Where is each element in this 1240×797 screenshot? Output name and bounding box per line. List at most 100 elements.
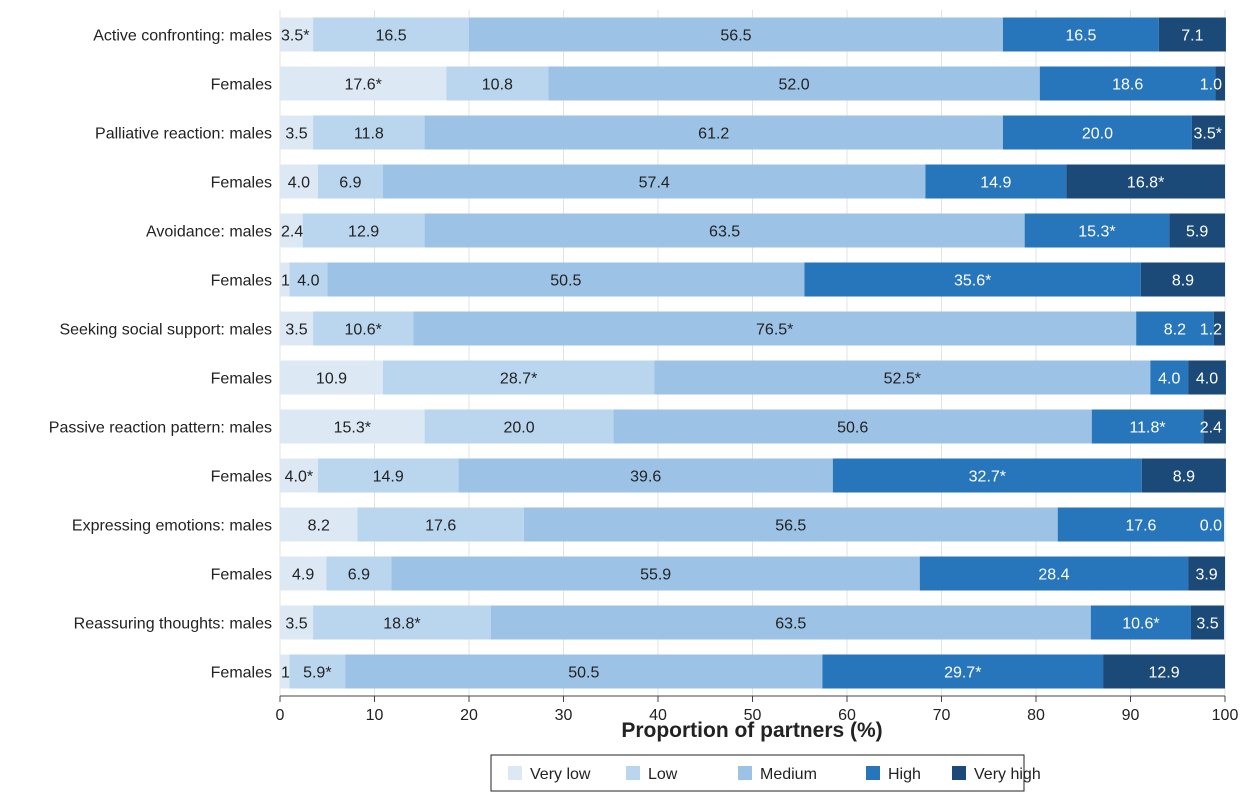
bar-value-label: 4.9 xyxy=(292,567,314,584)
legend-label-medium: Medium xyxy=(760,766,817,783)
bar-value-label: 18.6 xyxy=(1112,77,1143,94)
category-label: Females xyxy=(211,175,272,192)
bar-value-label: 57.4 xyxy=(639,175,670,192)
x-tick-label: 60 xyxy=(838,707,856,724)
bar-value-label: 2.4 xyxy=(281,224,303,241)
bar-segment-high xyxy=(804,262,1141,297)
bar-value-label: 18.8* xyxy=(383,616,420,633)
bar-value-label: 11.8* xyxy=(1129,420,1165,437)
bar-segment-medium xyxy=(413,311,1137,346)
category-label: Passive reaction pattern: males xyxy=(49,420,272,437)
bar-value-label: 5.9 xyxy=(1186,224,1208,241)
x-tick-label: 20 xyxy=(460,707,478,724)
bar-segment-very-high xyxy=(1103,654,1225,689)
category-label: Palliative reaction: males xyxy=(95,126,272,143)
gridlines xyxy=(279,10,1226,696)
category-label: Females xyxy=(211,77,272,94)
bar-segment-very-low xyxy=(280,66,447,101)
bar-segment-low xyxy=(446,66,549,101)
x-tick-label: 70 xyxy=(933,707,951,724)
bar-value-label: 50.5 xyxy=(568,665,599,682)
bar-segment-very-low xyxy=(280,458,318,493)
category-label: Females xyxy=(211,567,272,584)
legend-label-high: High xyxy=(888,766,921,783)
bar-segment-low xyxy=(313,311,414,346)
bar-value-label: 3.5* xyxy=(1194,126,1222,143)
bar-value-label: 7.1 xyxy=(1181,28,1203,45)
bar-value-label: 17.6 xyxy=(425,518,456,535)
bar-segment-low xyxy=(326,556,392,591)
bar-value-label: 4.0 xyxy=(288,175,310,192)
bar-segment-low xyxy=(313,605,491,640)
bar-value-label: 6.9 xyxy=(339,175,361,192)
bar-value-label: 15.3* xyxy=(1078,224,1115,241)
category-label: Females xyxy=(211,273,272,290)
bar-segment-very-high xyxy=(1158,17,1226,52)
category-label: Avoidance: males xyxy=(146,224,272,241)
x-axis: Proportion of partners (%) 0 10 20 30 40 50 60… xyxy=(276,695,1239,742)
bar-segment-medium xyxy=(345,654,823,689)
bar-value-label: 63.5 xyxy=(775,616,806,633)
bar-value-label: 17.6* xyxy=(344,77,381,94)
bar-value-label: 3.5* xyxy=(281,28,309,45)
bar-value-label: 32.7* xyxy=(969,469,1006,486)
category-label: Females xyxy=(211,665,272,682)
bar-segment-high xyxy=(1150,360,1189,395)
bar-value-label: 10.6* xyxy=(1122,616,1159,633)
bar-value-label: 50.5 xyxy=(550,273,581,290)
category-labels: Active confronting: males Females Palliati… xyxy=(49,28,272,682)
bar-segment-high xyxy=(925,164,1067,199)
bar-segment-very-high xyxy=(1188,360,1226,395)
x-axis-title: Proportion of partners (%) xyxy=(621,719,882,742)
bar-value-label: 16.5 xyxy=(375,28,406,45)
bar-segment-low xyxy=(357,507,524,542)
bar-value-label: 4.0* xyxy=(285,469,313,486)
x-tick-label: 100 xyxy=(1212,707,1239,724)
bar-segment-medium xyxy=(654,360,1151,395)
bar-value-label: 35.6* xyxy=(954,273,991,290)
bar-value-label: 63.5 xyxy=(709,224,740,241)
bar-segment-low xyxy=(317,164,384,199)
bar-segment-high xyxy=(1057,507,1225,542)
bar-value-label: 6.9 xyxy=(348,567,370,584)
x-tick-label: 10 xyxy=(366,707,384,724)
bar-segment-medium xyxy=(548,66,1040,101)
x-tick-label: 30 xyxy=(555,707,573,724)
bar-value-label: 14.9 xyxy=(373,469,404,486)
bar-segment-very-low xyxy=(280,17,314,52)
bar-segment-high xyxy=(1091,409,1204,444)
bar-segment-very-high xyxy=(1066,164,1225,199)
category-label: Active confronting: males xyxy=(93,28,272,45)
bar-segment-medium xyxy=(490,605,1091,640)
category-label: Expressing emotions: males xyxy=(72,518,272,535)
bar-value-label: 16.5 xyxy=(1065,28,1096,45)
category-label: Reassuring thoughts: males xyxy=(74,616,272,633)
legend-swatch-very-low xyxy=(508,766,522,780)
legend-label-low: Low xyxy=(648,766,678,783)
bar-segment-very-low xyxy=(280,164,318,199)
bar-segment-high xyxy=(1024,213,1170,248)
bar-value-label: 56.5 xyxy=(720,28,751,45)
bar-value-label: 28.7* xyxy=(500,371,537,388)
bar-segment-very-high xyxy=(1141,458,1226,493)
bar-segment-low xyxy=(289,654,346,689)
legend-label-very-high: Very high xyxy=(974,766,1041,783)
legend-swatch-very-high xyxy=(952,766,966,780)
bar-segment-high xyxy=(1002,17,1159,52)
x-tick-label: 90 xyxy=(1122,707,1140,724)
bar-value-label: 3.5 xyxy=(285,126,307,143)
bar-segment-low xyxy=(317,458,459,493)
legend-frame xyxy=(490,754,1025,792)
bar-segment-very-low xyxy=(280,311,314,346)
bar-segment-very-high xyxy=(1213,311,1225,346)
bar-value-label: 3.5 xyxy=(285,616,307,633)
bar-segment-medium xyxy=(424,115,1003,150)
legend: Very low Low Medium High Very high xyxy=(490,754,1041,792)
bar-segment-very-high xyxy=(1140,262,1225,297)
bar-segment-medium xyxy=(424,213,1025,248)
bar-segment-medium xyxy=(469,17,1003,52)
bar-segment-very-high xyxy=(1215,66,1225,101)
bar-value-label: 2.4 xyxy=(1200,420,1222,437)
bar-segment-very-low xyxy=(280,605,314,640)
